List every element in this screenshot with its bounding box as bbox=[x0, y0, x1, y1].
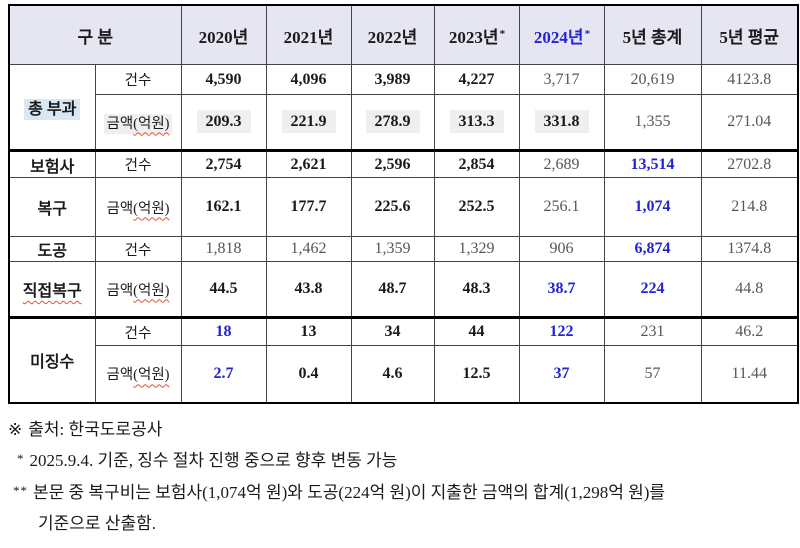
value-cell: 4,227 bbox=[433, 64, 520, 95]
table-row: 총 부과 건수 4,590 4,096 3,989 4,227 3,717 20… bbox=[8, 64, 799, 151]
value-cell: 162.1 bbox=[180, 177, 267, 237]
value-cell: 209.3 bbox=[180, 94, 267, 151]
group-label-insurer: 보험사 bbox=[8, 149, 96, 178]
value-cell: 3,989 bbox=[350, 64, 435, 95]
value-cell: 224 bbox=[603, 261, 702, 318]
header-year-2024: 2024년* bbox=[518, 4, 605, 65]
value-cell: 46.2 bbox=[700, 316, 799, 346]
value-cell: 12.5 bbox=[433, 345, 520, 403]
value-cell: 48.3 bbox=[433, 261, 520, 318]
header-row: 구 분 2020년 2021년 2022년 2023년* 2024년* 5년 총… bbox=[8, 4, 799, 65]
sub-label-amount: 금액(억원) bbox=[94, 345, 182, 403]
group-label-uncollected: 미징수 bbox=[8, 316, 96, 403]
value-cell: 177.7 bbox=[265, 177, 352, 237]
table-row: 미징수 건수 18 13 34 44 122 231 46.2 bbox=[8, 316, 799, 403]
footnote-mark-icon: * bbox=[584, 27, 591, 40]
value-cell: 4.6 bbox=[350, 345, 435, 403]
table-row: 금액(억원) 209.3 221.9 278.9 313.3 331.8 1,3… bbox=[9, 94, 799, 151]
value-cell: 906 bbox=[518, 236, 605, 262]
value-cell: 1374.8 bbox=[700, 236, 799, 262]
value-cell: 2,621 bbox=[265, 149, 352, 178]
footnotes: ※ 출처: 한국도로공사 * 2025.9.4. 기준, 징수 절차 진행 중으로 … bbox=[8, 421, 800, 532]
value-cell: 1,818 bbox=[180, 236, 267, 262]
group-label-expressway-corp: 도공 bbox=[8, 236, 96, 262]
data-table: 구 분 2020년 2021년 2022년 2023년* 2024년* 5년 총… bbox=[8, 4, 799, 404]
sub-label-amount: 금액(억원) bbox=[94, 177, 182, 237]
footnote-2-continued: 기준으로 산출함. bbox=[38, 513, 156, 533]
value-cell: 122 bbox=[518, 316, 605, 346]
header-5yr-total: 5년 총계 bbox=[603, 4, 702, 65]
value-cell: 1,074 bbox=[603, 177, 702, 237]
value-cell: 331.8 bbox=[518, 94, 605, 151]
header-year-2021: 2021년 bbox=[265, 4, 352, 65]
value-cell: 225.6 bbox=[350, 177, 435, 237]
value-cell: 256.1 bbox=[518, 177, 605, 237]
value-cell: 18 bbox=[180, 316, 267, 346]
value-cell: 4123.8 bbox=[700, 64, 799, 95]
value-cell: 44 bbox=[433, 316, 520, 346]
header-year-2022: 2022년 bbox=[350, 4, 435, 65]
value-cell: 13,514 bbox=[603, 149, 702, 178]
value-cell: 1,462 bbox=[265, 236, 352, 262]
value-cell: 252.5 bbox=[433, 177, 520, 237]
value-cell: 2.7 bbox=[180, 345, 267, 403]
value-cell: 2,689 bbox=[518, 149, 605, 178]
sub-label-count: 건수 bbox=[94, 64, 182, 95]
double-asterisk-icon: ** bbox=[13, 482, 28, 498]
value-cell: 1,359 bbox=[350, 236, 435, 262]
value-cell: 2,754 bbox=[180, 149, 267, 178]
value-cell: 271.04 bbox=[700, 94, 799, 151]
value-cell: 48.7 bbox=[350, 261, 435, 318]
value-cell: 6,874 bbox=[603, 236, 702, 262]
source-note: ※ 출처: 한국도로공사 bbox=[8, 419, 163, 439]
sub-label-count: 건수 bbox=[94, 316, 182, 346]
header-5yr-average: 5년 평균 bbox=[700, 4, 799, 65]
reference-mark-icon: ※ bbox=[8, 419, 23, 439]
value-cell: 2,854 bbox=[433, 149, 520, 178]
sub-label-amount: 금액(억원) bbox=[94, 261, 182, 318]
header-gubun: 구 분 bbox=[8, 4, 182, 65]
footnote-1: * 2025.9.4. 기준, 징수 절차 진행 중으로 향후 변동 가능 bbox=[17, 450, 398, 470]
value-cell: 4,096 bbox=[265, 64, 352, 95]
value-cell: 43.8 bbox=[265, 261, 352, 318]
value-cell: 44.8 bbox=[700, 261, 799, 318]
value-cell: 38.7 bbox=[518, 261, 605, 318]
value-cell: 20,619 bbox=[603, 64, 702, 95]
value-cell: 37 bbox=[518, 345, 605, 403]
footnote-2: ** 본문 중 복구비는 보험사(1,074억 원)와 도공(224억 원)이 지… bbox=[13, 482, 666, 502]
header-year-2023: 2023년* bbox=[433, 4, 520, 65]
value-cell: 1,355 bbox=[603, 94, 702, 151]
footnote-mark-icon: * bbox=[499, 27, 506, 40]
value-cell: 11.44 bbox=[700, 345, 799, 403]
value-cell: 57 bbox=[603, 345, 702, 403]
value-cell: 34 bbox=[350, 316, 435, 346]
group-label-recovery: 복구 bbox=[8, 177, 96, 237]
value-cell: 2,596 bbox=[350, 149, 435, 178]
sub-label-count: 건수 bbox=[94, 149, 182, 178]
table-row: 보험사 건수 2,754 2,621 2,596 2,854 2,689 13,… bbox=[8, 149, 799, 178]
table-row: 금액(억원) 2.7 0.4 4.6 12.5 37 57 11.44 bbox=[9, 345, 799, 403]
value-cell: 231 bbox=[603, 316, 702, 346]
sub-label-amount: 금액(억원) bbox=[94, 94, 182, 151]
table-row: 복구 금액(억원) 162.1 177.7 225.6 252.5 256.1 … bbox=[8, 177, 799, 237]
value-cell: 2702.8 bbox=[700, 149, 799, 178]
group-label-direct-recovery: 직접복구 bbox=[8, 261, 96, 318]
value-cell: 4,590 bbox=[180, 64, 267, 95]
value-cell: 221.9 bbox=[265, 94, 352, 151]
value-cell: 313.3 bbox=[433, 94, 520, 151]
table-row: 도공 건수 1,818 1,462 1,359 1,329 906 6,874 … bbox=[8, 236, 799, 262]
value-cell: 44.5 bbox=[180, 261, 267, 318]
value-cell: 3,717 bbox=[518, 64, 605, 95]
header-year-2020: 2020년 bbox=[180, 4, 267, 65]
value-cell: 13 bbox=[265, 316, 352, 346]
value-cell: 0.4 bbox=[265, 345, 352, 403]
value-cell: 214.8 bbox=[700, 177, 799, 237]
asterisk-icon: * bbox=[17, 450, 25, 466]
table-row: 직접복구 금액(억원) 44.5 43.8 48.7 48.3 38.7 224… bbox=[8, 261, 799, 318]
sub-label-count: 건수 bbox=[94, 236, 182, 262]
group-label-total-levied: 총 부과 bbox=[8, 64, 96, 151]
value-cell: 278.9 bbox=[350, 94, 435, 151]
value-cell: 1,329 bbox=[433, 236, 520, 262]
